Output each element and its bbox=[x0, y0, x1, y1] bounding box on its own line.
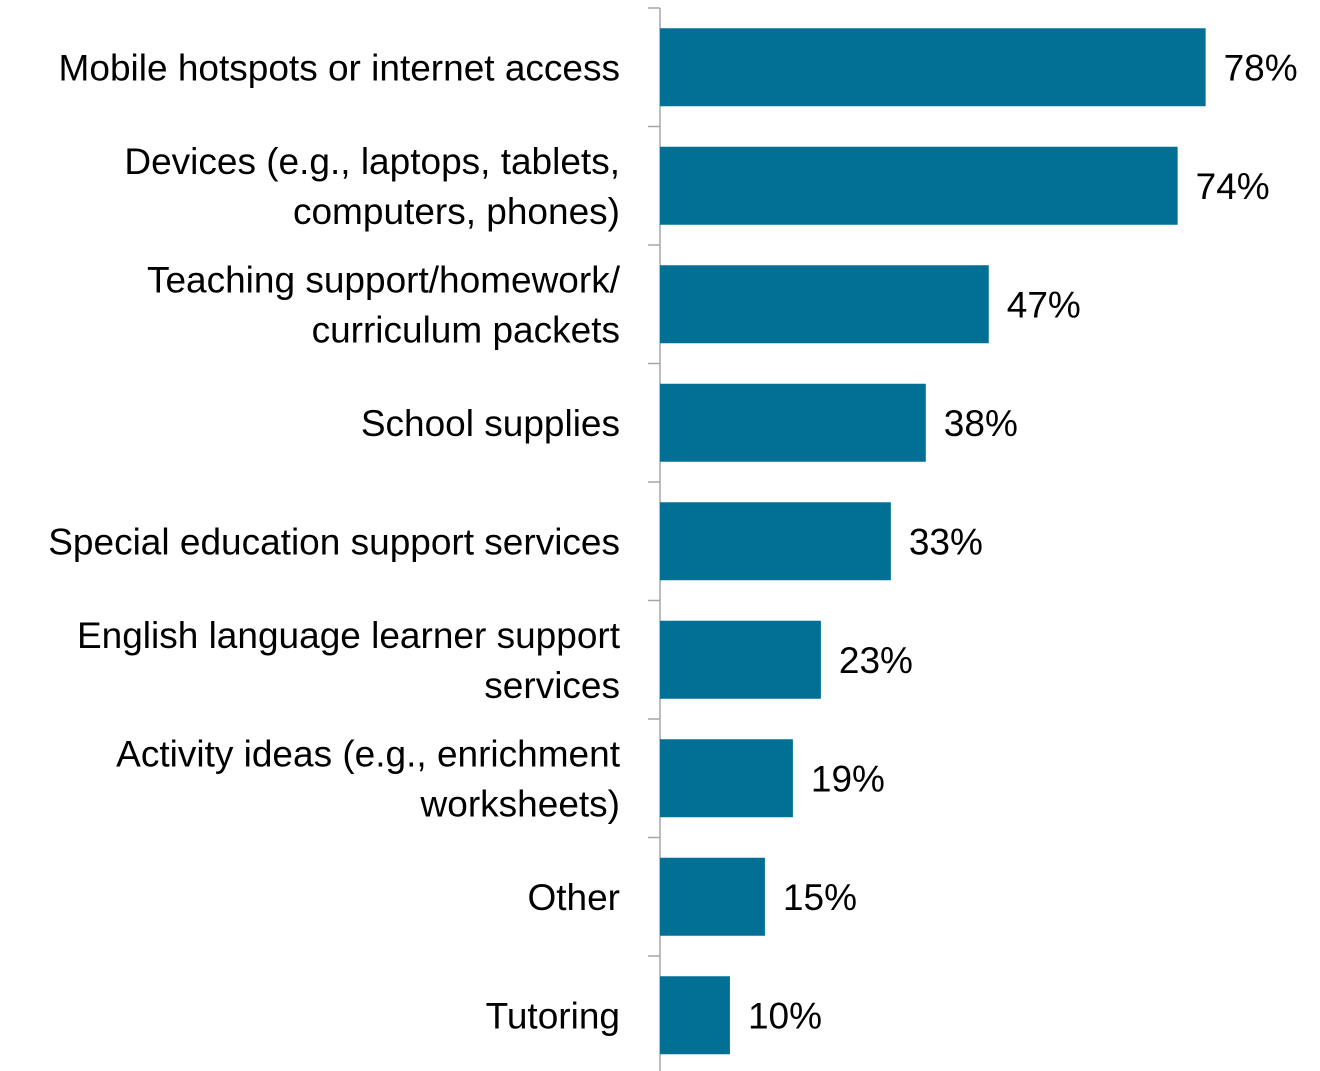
value-label: 33% bbox=[909, 521, 983, 562]
bar bbox=[660, 383, 926, 462]
bar bbox=[660, 28, 1206, 107]
value-label: 74% bbox=[1196, 166, 1270, 207]
bar bbox=[660, 502, 891, 581]
value-label: 47% bbox=[1007, 284, 1081, 325]
bar bbox=[660, 976, 730, 1055]
category-label: curriculum packets bbox=[312, 309, 620, 350]
value-label: 78% bbox=[1224, 47, 1298, 88]
value-label: 15% bbox=[783, 877, 857, 918]
category-label: Mobile hotspots or internet access bbox=[59, 47, 620, 88]
bar bbox=[660, 265, 989, 344]
bar bbox=[660, 857, 765, 936]
category-label: Teaching support/homework/ bbox=[147, 259, 621, 300]
category-label: services bbox=[484, 665, 620, 706]
value-label: 19% bbox=[811, 758, 885, 799]
value-label: 10% bbox=[748, 995, 822, 1036]
category-label: Other bbox=[527, 877, 620, 918]
bar bbox=[660, 146, 1178, 225]
category-label: Tutoring bbox=[486, 995, 620, 1036]
category-label: Special education support services bbox=[48, 521, 620, 562]
category-label: computers, phones) bbox=[293, 191, 620, 232]
bar bbox=[660, 620, 821, 699]
category-label: English language learner support bbox=[77, 615, 621, 656]
bar bbox=[660, 739, 793, 818]
category-label: Devices (e.g., laptops, tablets, bbox=[124, 141, 620, 182]
category-label: Activity ideas (e.g., enrichment bbox=[116, 733, 621, 774]
category-label: worksheets) bbox=[420, 783, 620, 824]
value-label: 23% bbox=[839, 640, 913, 681]
category-label: School supplies bbox=[361, 403, 620, 444]
value-label: 38% bbox=[944, 403, 1018, 444]
